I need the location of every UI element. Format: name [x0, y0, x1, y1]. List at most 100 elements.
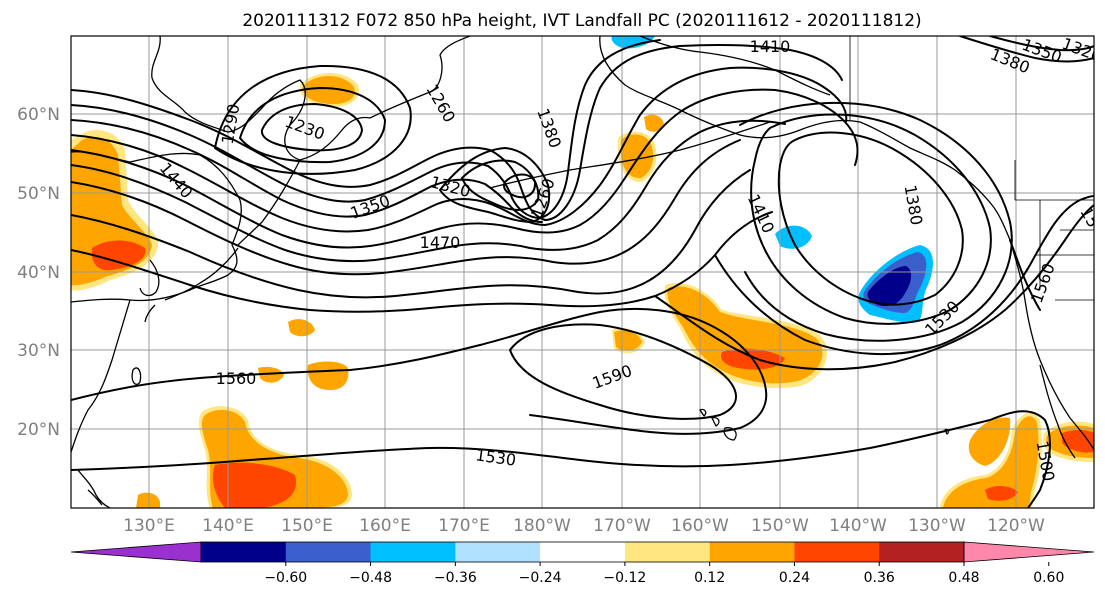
colorbar-segment [709, 542, 795, 562]
lon-label: 180°W [513, 516, 571, 536]
ivt-positive-area [212, 462, 297, 508]
asia-north-coastline [151, 36, 371, 161]
height-contour [750, 113, 992, 325]
colorbar-segment [624, 542, 711, 562]
ivt-positive-area [288, 319, 315, 337]
colorbar-segment [370, 542, 456, 562]
colorbar-segment [879, 542, 965, 562]
height-contour [214, 64, 412, 175]
lon-label: 120°W [987, 516, 1045, 536]
lon-label: 130°W [908, 516, 966, 536]
lon-label: 130°E [123, 516, 175, 536]
lon-label: 160°E [359, 516, 411, 536]
lat-label: 20°N [17, 420, 60, 440]
latitude-labels: 60°N 50°N 40°N 30°N 20°N [17, 105, 60, 440]
map-panel: 1410 1350 1380 1320 1290 1260 1230 1380 … [71, 36, 1094, 508]
colorbar-tick-label: 0.12 [694, 570, 725, 586]
ivt-positive-area [943, 416, 1039, 508]
colorbar-tick-label: 0.60 [1033, 570, 1064, 586]
lon-label: 150°W [751, 516, 809, 536]
map-frame [70, 35, 1095, 509]
colorbar-segment [455, 542, 541, 562]
height-contour [777, 131, 964, 306]
japan-coastline [144, 247, 239, 323]
state-borders [1035, 200, 1094, 301]
ivt-positive-area [621, 134, 654, 179]
lon-label: 170°E [438, 516, 490, 536]
lon-label: 140°E [202, 516, 254, 536]
lat-label: 40°N [17, 263, 60, 283]
colorbar-extend-high [963, 541, 1095, 563]
contour-label: 1470 [420, 233, 461, 252]
colorbar-tick-label: −0.48 [349, 570, 392, 586]
ivt-negative-area [775, 225, 812, 249]
height-contour [714, 195, 1094, 356]
ivt-positive-area [307, 361, 349, 390]
height-contour [959, 36, 1094, 63]
height-contour [71, 139, 741, 276]
alaska-coastline [599, 36, 1011, 241]
height-contour [71, 119, 543, 223]
height-contour [71, 169, 751, 299]
coastlines [71, 36, 1094, 508]
figure-title: 2020111312 F072 850 hPa height, IVT Land… [242, 11, 921, 31]
colorbar-tick-label: 0.36 [864, 570, 895, 586]
colorbar-segment [794, 542, 880, 562]
colorbar-tick-label: −0.36 [434, 570, 477, 586]
height-contour [71, 66, 848, 233]
taiwan-coastline [131, 367, 142, 385]
lat-label: 30°N [17, 341, 60, 361]
colorbar-segment [540, 542, 626, 562]
height-contour [71, 88, 859, 249]
korea-coastline [139, 259, 160, 297]
ivt-positive-area [91, 240, 146, 271]
north-america-west-coast [1009, 239, 1094, 451]
height-contour [439, 147, 551, 223]
colorbar-tick-label: −0.60 [264, 570, 307, 586]
height-contour [261, 103, 363, 152]
ivt-positive-area [968, 417, 1011, 466]
china-coastline [71, 299, 131, 453]
height-contour [654, 239, 1066, 371]
height-contour [461, 159, 540, 211]
ivt-positive-area [985, 486, 1018, 501]
ivt-positive-area [302, 76, 355, 105]
lon-label: 140°W [829, 516, 887, 536]
height-contour [1009, 204, 1094, 311]
colorbar-extend-low [70, 541, 202, 563]
longitude-labels: 130°E 140°E 150°E 160°E 170°E 180°W 170°… [123, 516, 1045, 536]
hawaii-islands [699, 408, 737, 441]
asia-coastline [71, 151, 242, 303]
ivt-negative-area [867, 266, 912, 307]
lon-label: 170°W [593, 516, 651, 536]
colorbar-frame [200, 541, 965, 563]
ivt-positive-area [136, 492, 160, 508]
contour-label: 1560 [216, 369, 257, 388]
baja-coastline [1039, 364, 1076, 459]
height-contour [509, 323, 737, 420]
height-contour [739, 101, 1013, 342]
height-contour [71, 211, 773, 313]
colorbar-tick-label: 0.48 [948, 570, 979, 586]
philippines-coastline [77, 469, 111, 508]
height-contours [71, 36, 1094, 508]
height-contour [71, 119, 786, 263]
height-contour [71, 307, 768, 435]
height-contour [503, 173, 537, 199]
height-contour [71, 44, 843, 221]
lon-label: 160°W [671, 516, 729, 536]
kamchatka-coastline [369, 36, 471, 119]
colorbar-segment [201, 542, 287, 562]
ivt-positive-area [1062, 429, 1094, 453]
colorbar-tick-label: −0.24 [519, 570, 562, 586]
colorbar-segment [285, 542, 372, 562]
height-contour [989, 36, 1094, 52]
height-contour [71, 410, 1051, 508]
colorbar: −0.60 −0.48 −0.36 −0.24 −0.12 0.12 0.24 0.36 0.4… [70, 541, 1095, 586]
kuril-chain [237, 159, 301, 246]
colorbar-tick-label: 0.24 [779, 570, 810, 586]
ivt-positive-area [258, 366, 284, 383]
height-contour [71, 39, 661, 219]
ivt-positive-area [614, 330, 642, 351]
